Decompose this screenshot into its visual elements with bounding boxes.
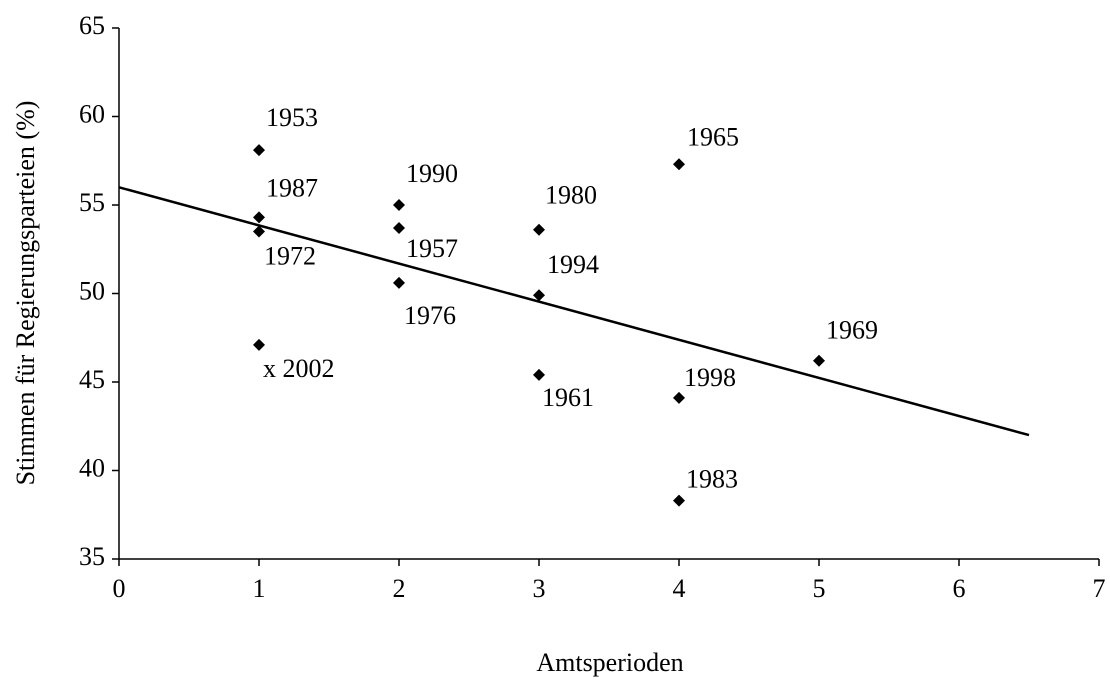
x-tick-label: 4 [673, 574, 686, 603]
x-tick-label: 6 [953, 574, 966, 603]
trend-line [118, 186, 1030, 437]
point [253, 338, 265, 351]
point-label: 1953 [266, 103, 318, 132]
point [253, 144, 265, 157]
point [673, 494, 685, 507]
point-label: 1990 [406, 159, 458, 188]
point-label: 1980 [545, 181, 597, 210]
point-label: 1961 [542, 383, 594, 412]
point [253, 211, 265, 224]
y-tick-label: 60 [79, 99, 105, 128]
point [393, 276, 405, 289]
x-tick-label: 7 [1093, 574, 1106, 603]
point [253, 225, 265, 238]
point-label: 1998 [684, 363, 736, 392]
point-label: 1987 [266, 173, 318, 202]
point-label: 1965 [687, 122, 739, 151]
point-label: 1972 [264, 242, 316, 271]
y-tick-label: 50 [79, 276, 105, 305]
point-label: x 2002 [263, 354, 335, 383]
point [533, 368, 545, 381]
point-label: 1994 [547, 250, 599, 279]
y-tick-label: 35 [79, 542, 105, 571]
x-tick-label: 3 [533, 574, 546, 603]
x-axis-title: Amtsperioden [536, 648, 683, 677]
point [393, 199, 405, 211]
x-tick-label: 0 [113, 574, 126, 603]
point [673, 391, 685, 404]
y-axis-title: Stimmen für Regierungsparteien (%) [11, 101, 40, 486]
y-tick-label: 40 [79, 453, 105, 482]
y-tick-label: 45 [79, 365, 105, 394]
point-label: 1957 [406, 234, 458, 263]
point [393, 222, 405, 235]
x-tick-label: 2 [393, 574, 406, 603]
y-tick-label: 55 [79, 188, 105, 217]
point [533, 223, 545, 236]
point [673, 158, 685, 171]
x-tick-label: 5 [813, 574, 826, 603]
point-label: 1976 [404, 301, 456, 330]
y-tick-label: 65 [79, 11, 105, 40]
point-label: 1983 [686, 465, 738, 494]
x-tick-label: 1 [253, 574, 266, 603]
point [533, 289, 545, 302]
point [813, 354, 825, 367]
point-label: 1969 [826, 316, 878, 345]
